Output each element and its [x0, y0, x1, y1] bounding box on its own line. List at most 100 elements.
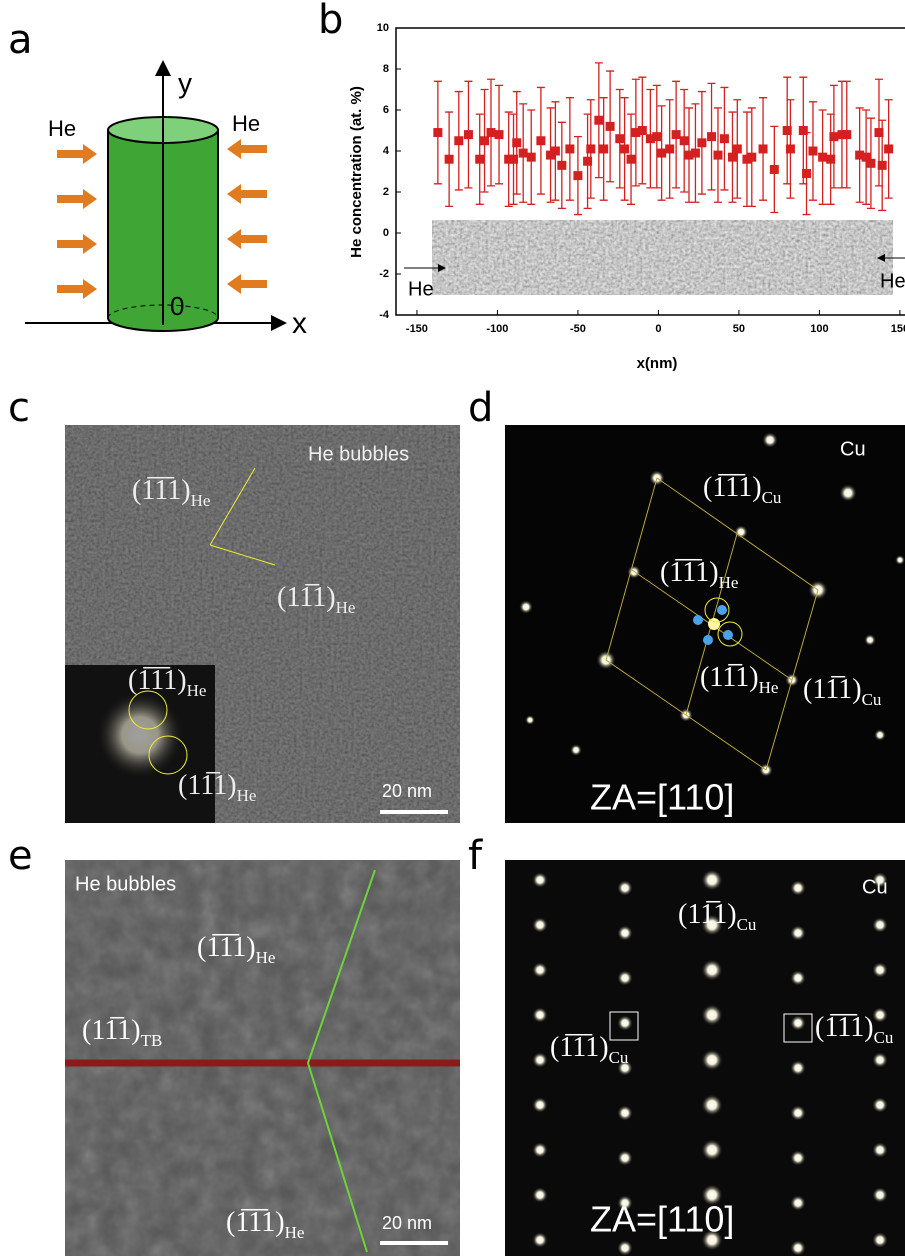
point	[697, 138, 707, 148]
spot	[532, 1187, 548, 1203]
point	[874, 128, 884, 138]
image-label: He	[408, 278, 434, 300]
spot	[872, 1232, 888, 1248]
plane-label: (1̅1̅1)Cu	[550, 1032, 629, 1066]
plane-index: (11̅1)	[277, 582, 336, 613]
point	[626, 154, 636, 164]
spot	[790, 970, 806, 986]
spot	[701, 1049, 723, 1071]
spot	[872, 1187, 888, 1203]
point	[480, 136, 490, 146]
point	[637, 126, 647, 135]
point	[877, 160, 887, 170]
plane-index: (11̅1)	[178, 770, 237, 801]
spot	[872, 962, 888, 978]
point	[829, 132, 839, 142]
point	[526, 152, 536, 162]
twin-planes	[306, 869, 376, 1253]
point	[690, 148, 700, 158]
plane-label: (1̅1̅1)He	[128, 665, 206, 699]
plane-subscript: He	[191, 491, 211, 510]
spot	[874, 729, 886, 741]
plane-index: (11̅1)	[82, 1015, 141, 1046]
spot	[864, 634, 876, 646]
plane-subscript: Cu	[737, 915, 757, 934]
x-axis-title: x(nm)	[637, 355, 678, 372]
caption: He bubbles	[308, 443, 409, 465]
spot	[701, 914, 723, 936]
point	[861, 152, 871, 162]
spot	[872, 1142, 888, 1158]
plane-index: (11̅1)	[678, 899, 737, 930]
plane-subscript: He	[759, 678, 779, 697]
plane-label: (11̅1)He	[178, 770, 256, 804]
plane-label: (1̅1̅1)He	[197, 932, 275, 966]
zone-axis: ZA=[110]	[590, 1199, 734, 1240]
point	[444, 154, 454, 164]
plane-index: (1̅1̅1)	[197, 932, 256, 963]
point	[599, 144, 609, 154]
point	[758, 144, 768, 154]
plane-label: (1̅1̅1)He	[226, 1207, 304, 1241]
point	[546, 150, 556, 160]
zone-axis: ZA=[110]	[590, 777, 734, 818]
spot	[790, 1240, 806, 1256]
spot	[617, 1015, 633, 1031]
image-label: He	[880, 270, 905, 292]
y-tick-label: -4	[379, 309, 390, 321]
point	[475, 154, 485, 164]
scale-label: 20 nm	[382, 781, 432, 801]
spot	[617, 1240, 633, 1256]
y-tick-label: 6	[383, 104, 389, 116]
markers	[609, 1011, 813, 1043]
spot	[617, 1105, 633, 1121]
spot	[617, 925, 633, 941]
plane-label: (11̅1)He	[700, 662, 778, 696]
plane-subscript: Cu	[862, 690, 882, 709]
spot	[617, 1060, 633, 1076]
plane-subscript: Cu	[609, 1048, 629, 1067]
spot	[532, 1232, 548, 1248]
plane-subscript: He	[336, 598, 356, 617]
point	[463, 130, 473, 140]
point	[837, 130, 847, 140]
point	[583, 156, 593, 166]
spot	[525, 715, 535, 725]
y-tick-label: 8	[383, 63, 389, 75]
x-tick-label: 0	[655, 323, 661, 335]
point	[727, 152, 737, 162]
panel-label: b	[318, 0, 343, 43]
point	[842, 130, 852, 140]
point	[818, 152, 828, 162]
point	[550, 146, 560, 156]
spot	[895, 555, 905, 565]
element-label: Cu	[840, 438, 866, 460]
flux-label: He	[232, 111, 260, 136]
x-tick-label: -150	[406, 323, 428, 335]
spot	[701, 1004, 723, 1026]
plane-subscript: He	[719, 573, 739, 592]
point	[518, 148, 528, 158]
plane-subscript: Cu	[762, 488, 782, 507]
point	[536, 136, 546, 146]
spot	[790, 1060, 806, 1076]
point	[573, 171, 583, 181]
y-tick-label: -2	[379, 268, 389, 280]
spot	[627, 565, 641, 579]
spot	[617, 880, 633, 896]
spot	[617, 1150, 633, 1166]
spot	[532, 1142, 548, 1158]
plane-subscript: TB	[141, 1031, 163, 1050]
point	[594, 115, 604, 125]
point	[504, 154, 514, 164]
point	[509, 154, 519, 164]
spot	[617, 970, 633, 986]
point	[884, 144, 894, 154]
y-tick-label: 10	[377, 22, 389, 34]
panel-label: c	[8, 385, 30, 431]
tem-texture	[65, 860, 460, 1256]
plane-label: (1̅1̅1)Cu	[703, 472, 782, 506]
spots	[532, 869, 888, 1256]
point	[808, 146, 818, 156]
